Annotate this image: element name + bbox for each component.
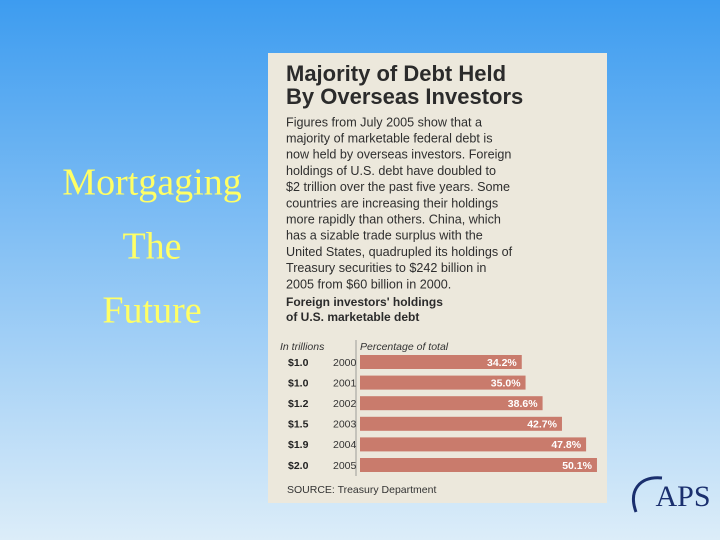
category-label: 2001: [333, 377, 357, 389]
amount-label: $2.0: [288, 460, 309, 472]
chart-title: of U.S. marketable debt: [286, 310, 419, 324]
logo: APS: [655, 480, 710, 513]
amount-label: $1.9: [288, 439, 309, 451]
logo-swoosh: [632, 476, 663, 513]
bar: [360, 458, 597, 472]
article-line: majority of marketable federal debt is: [286, 132, 493, 146]
category-label: 2000: [333, 357, 357, 369]
article-line: $2 trillion over the past five years. So…: [286, 180, 510, 194]
slide-title: Mortgaging: [62, 162, 241, 204]
category-label: 2003: [333, 419, 357, 431]
article-line: United States, quadrupled its holdings o…: [286, 245, 513, 259]
value-label: 50.1%: [562, 460, 592, 472]
slide-title: The: [122, 226, 181, 268]
bar: [360, 355, 522, 369]
category-label: 2005: [333, 460, 357, 472]
value-label: 47.8%: [551, 439, 581, 451]
article-title: Majority of Debt Held: [286, 61, 506, 86]
amount-header: In trillions: [280, 341, 325, 353]
bar: [360, 437, 587, 452]
article-line: now held by overseas investors. Foreign: [286, 148, 511, 162]
amount-label: $1.0: [288, 357, 309, 369]
category-label: 2002: [333, 398, 357, 410]
amount-label: $1.5: [288, 419, 309, 431]
value-label: 42.7%: [527, 419, 557, 431]
category-label: 2004: [333, 439, 357, 451]
article-line: 2005 from $60 billion in 2000.: [286, 277, 451, 291]
value-label: 35.0%: [491, 377, 521, 389]
bar: [360, 396, 543, 411]
article-line: Treasury securities to $242 billion in: [286, 261, 486, 275]
article-line: more rapidly than others. China, which: [286, 213, 501, 227]
value-header: Percentage of total: [360, 341, 449, 353]
article-line: has a sizable trade surplus with the: [286, 229, 483, 243]
value-label: 34.2%: [487, 357, 517, 369]
amount-label: $1.2: [288, 398, 309, 410]
chart-title: Foreign investors' holdings: [286, 295, 443, 309]
slide-title: Future: [102, 290, 201, 332]
bar: [360, 375, 526, 390]
article-line: holdings of U.S. debt have doubled to: [286, 164, 496, 178]
article-title: By Overseas Investors: [286, 84, 523, 109]
article-line: countries are increasing their holdings: [286, 196, 498, 210]
article-line: Figures from July 2005 show that a: [286, 115, 482, 129]
value-label: 38.6%: [508, 398, 538, 410]
amount-label: $1.0: [288, 377, 309, 389]
bar: [360, 416, 562, 431]
source: SOURCE: Treasury Department: [287, 484, 436, 496]
